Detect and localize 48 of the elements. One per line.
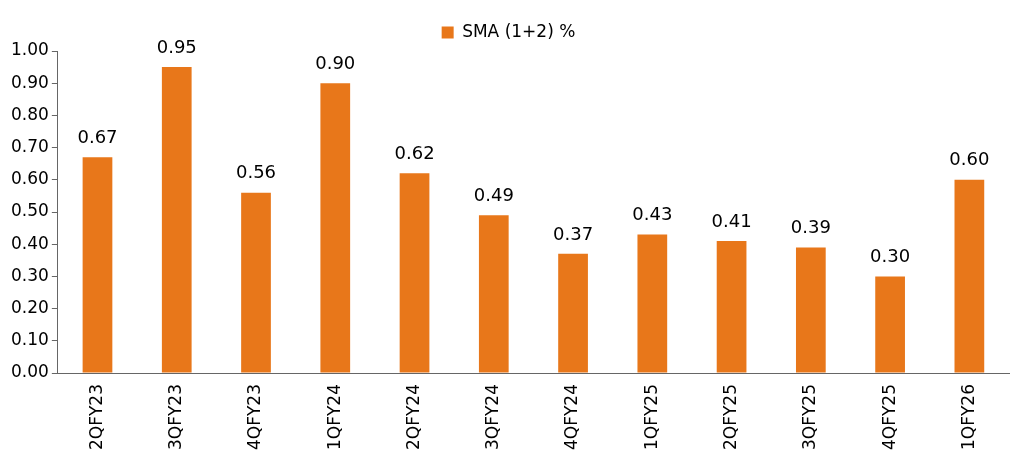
x-tick-label: 3QFY24 xyxy=(482,384,503,451)
legend-label: SMA (1+2) % xyxy=(462,20,576,41)
data-label: 0.43 xyxy=(632,203,673,225)
bar xyxy=(716,240,747,373)
data-label: 0.56 xyxy=(235,161,277,183)
y-tick-label: 0.90 xyxy=(10,71,49,92)
y-tick-label: 0.20 xyxy=(10,297,49,318)
bar xyxy=(320,83,351,373)
x-tick-label: 2QFY25 xyxy=(720,384,740,451)
bar xyxy=(558,253,588,373)
x-tick-label: 3QFY25 xyxy=(799,384,820,451)
bar xyxy=(241,192,271,373)
bar xyxy=(875,276,905,373)
x-tick-label: 4QFY23 xyxy=(244,384,265,451)
data-label: 0.60 xyxy=(949,148,990,170)
x-tick-label: 2QFY24 xyxy=(402,384,423,451)
y-tick-label: 0.60 xyxy=(10,168,49,189)
y-tick-label: 0.00 xyxy=(10,361,49,382)
bar xyxy=(161,67,192,373)
y-tick-label: 0.40 xyxy=(10,232,49,253)
data-label: 0.39 xyxy=(790,216,831,238)
x-tick-label: 2QFY23 xyxy=(85,384,106,451)
x-tick-label: 4QFY25 xyxy=(878,384,899,451)
bar xyxy=(637,234,668,373)
y-tick-label: 0.80 xyxy=(10,103,49,124)
x-tick-label: 4QFY24 xyxy=(561,384,582,451)
y-tick-label: 0.70 xyxy=(10,136,49,157)
data-label: 0.37 xyxy=(553,222,594,244)
bar xyxy=(399,173,430,373)
data-label: 0.30 xyxy=(870,245,911,267)
data-label: 0.90 xyxy=(315,51,356,73)
bar xyxy=(82,157,113,373)
data-label: 0.67 xyxy=(77,125,118,147)
y-tick-label: 0.30 xyxy=(10,264,49,285)
data-label: 0.49 xyxy=(473,183,514,205)
bar xyxy=(954,179,985,373)
data-label: 0.62 xyxy=(394,142,435,164)
x-tick-label: 1QFY26 xyxy=(957,384,978,451)
bar xyxy=(795,247,826,373)
y-tick-label: 0.10 xyxy=(10,329,49,350)
data-label: 0.95 xyxy=(156,35,197,57)
x-tick-label: 1QFY25 xyxy=(640,384,661,451)
bar xyxy=(478,215,509,373)
data-label: 0.41 xyxy=(711,209,752,231)
y-tick-label: 1.00 xyxy=(10,39,49,60)
x-tick-label: 1QFY24 xyxy=(323,384,344,451)
x-tick-label: 3QFY23 xyxy=(165,384,186,451)
y-tick-label: 0.50 xyxy=(10,200,49,221)
